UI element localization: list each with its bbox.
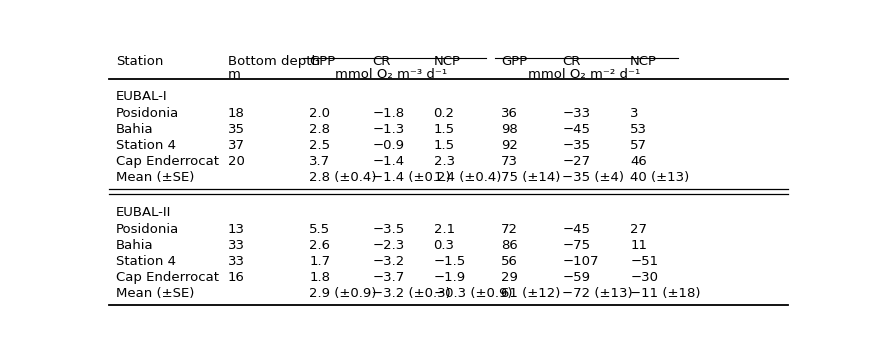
Text: 1.7: 1.7 bbox=[310, 255, 331, 268]
Text: −1.4 (±0.2): −1.4 (±0.2) bbox=[373, 171, 452, 184]
Text: Mean (±SE): Mean (±SE) bbox=[116, 171, 194, 184]
Text: mmol O₂ m⁻² d⁻¹: mmol O₂ m⁻² d⁻¹ bbox=[528, 68, 640, 81]
Text: 2.8: 2.8 bbox=[310, 123, 331, 136]
Text: 1.8: 1.8 bbox=[310, 271, 331, 284]
Text: 98: 98 bbox=[501, 123, 518, 136]
Text: 73: 73 bbox=[501, 155, 518, 168]
Text: 46: 46 bbox=[630, 155, 647, 168]
Text: −35: −35 bbox=[563, 139, 591, 152]
Text: NCP: NCP bbox=[433, 55, 460, 68]
Text: −3.2 (±0.3): −3.2 (±0.3) bbox=[373, 287, 452, 300]
Text: Station: Station bbox=[116, 55, 164, 68]
Text: 1.5: 1.5 bbox=[433, 123, 455, 136]
Text: −59: −59 bbox=[563, 271, 591, 284]
Text: 2.3: 2.3 bbox=[433, 155, 455, 168]
Text: CR: CR bbox=[563, 55, 581, 68]
Text: 13: 13 bbox=[228, 223, 245, 236]
Text: −1.8: −1.8 bbox=[373, 107, 404, 120]
Text: Mean (±SE): Mean (±SE) bbox=[116, 287, 194, 300]
Text: 56: 56 bbox=[501, 255, 518, 268]
Text: 57: 57 bbox=[630, 139, 648, 152]
Text: −107: −107 bbox=[563, 255, 598, 268]
Text: 2.8 (±0.4): 2.8 (±0.4) bbox=[310, 171, 377, 184]
Text: −75: −75 bbox=[563, 239, 591, 252]
Text: −35 (±4): −35 (±4) bbox=[563, 171, 625, 184]
Text: 86: 86 bbox=[501, 239, 518, 252]
Text: 3: 3 bbox=[630, 107, 639, 120]
Text: 33: 33 bbox=[228, 239, 245, 252]
Text: 29: 29 bbox=[501, 271, 518, 284]
Text: 2.6: 2.6 bbox=[310, 239, 331, 252]
Text: Station 4: Station 4 bbox=[116, 255, 176, 268]
Text: 2.9 (±0.9): 2.9 (±0.9) bbox=[310, 287, 377, 300]
Text: −1.4: −1.4 bbox=[373, 155, 404, 168]
Text: 35: 35 bbox=[228, 123, 245, 136]
Text: 75 (±14): 75 (±14) bbox=[501, 171, 561, 184]
Text: 0.3: 0.3 bbox=[433, 239, 454, 252]
Text: 1.5: 1.5 bbox=[433, 139, 455, 152]
Text: 1.4 (±0.4): 1.4 (±0.4) bbox=[433, 171, 500, 184]
Text: −1.5: −1.5 bbox=[433, 255, 466, 268]
Text: −3.7: −3.7 bbox=[373, 271, 405, 284]
Text: −1.9: −1.9 bbox=[433, 271, 466, 284]
Text: 5.5: 5.5 bbox=[310, 223, 331, 236]
Text: Station 4: Station 4 bbox=[116, 139, 176, 152]
Text: 37: 37 bbox=[228, 139, 245, 152]
Text: −3.2: −3.2 bbox=[373, 255, 405, 268]
Text: −51: −51 bbox=[630, 255, 658, 268]
Text: −11 (±18): −11 (±18) bbox=[630, 287, 701, 300]
Text: 18: 18 bbox=[228, 107, 245, 120]
Text: 0.2: 0.2 bbox=[433, 107, 454, 120]
Text: −33: −33 bbox=[563, 107, 591, 120]
Text: Bahia: Bahia bbox=[116, 123, 154, 136]
Text: 61 (±12): 61 (±12) bbox=[501, 287, 561, 300]
Text: Cap Enderrocat: Cap Enderrocat bbox=[116, 271, 219, 284]
Text: 20: 20 bbox=[228, 155, 245, 168]
Text: GPP: GPP bbox=[501, 55, 528, 68]
Text: 2.0: 2.0 bbox=[310, 107, 331, 120]
Text: m: m bbox=[228, 68, 241, 81]
Text: 72: 72 bbox=[501, 223, 518, 236]
Text: Cap Enderrocat: Cap Enderrocat bbox=[116, 155, 219, 168]
Text: −45: −45 bbox=[563, 223, 591, 236]
Text: GPP: GPP bbox=[310, 55, 336, 68]
Text: 2.1: 2.1 bbox=[433, 223, 455, 236]
Text: Bottom depth: Bottom depth bbox=[228, 55, 320, 68]
Text: 3.7: 3.7 bbox=[310, 155, 331, 168]
Text: 92: 92 bbox=[501, 139, 518, 152]
Text: −0.3 (±0.9): −0.3 (±0.9) bbox=[433, 287, 512, 300]
Text: mmol O₂ m⁻³ d⁻¹: mmol O₂ m⁻³ d⁻¹ bbox=[335, 68, 447, 81]
Text: −0.9: −0.9 bbox=[373, 139, 404, 152]
Text: −30: −30 bbox=[630, 271, 658, 284]
Text: Posidonia: Posidonia bbox=[116, 107, 179, 120]
Text: 2.5: 2.5 bbox=[310, 139, 331, 152]
Text: Bahia: Bahia bbox=[116, 239, 154, 252]
Text: −3.5: −3.5 bbox=[373, 223, 405, 236]
Text: −1.3: −1.3 bbox=[373, 123, 405, 136]
Text: 33: 33 bbox=[228, 255, 245, 268]
Text: NCP: NCP bbox=[630, 55, 657, 68]
Text: 16: 16 bbox=[228, 271, 245, 284]
Text: 53: 53 bbox=[630, 123, 648, 136]
Text: 40 (±13): 40 (±13) bbox=[630, 171, 690, 184]
Text: −2.3: −2.3 bbox=[373, 239, 405, 252]
Text: EUBAL-I: EUBAL-I bbox=[116, 90, 168, 103]
Text: CR: CR bbox=[373, 55, 391, 68]
Text: −45: −45 bbox=[563, 123, 591, 136]
Text: −72 (±13): −72 (±13) bbox=[563, 287, 633, 300]
Text: EUBAL-II: EUBAL-II bbox=[116, 206, 172, 219]
Text: −27: −27 bbox=[563, 155, 591, 168]
Text: 11: 11 bbox=[630, 239, 648, 252]
Text: Posidonia: Posidonia bbox=[116, 223, 179, 236]
Text: 27: 27 bbox=[630, 223, 648, 236]
Text: 36: 36 bbox=[501, 107, 518, 120]
